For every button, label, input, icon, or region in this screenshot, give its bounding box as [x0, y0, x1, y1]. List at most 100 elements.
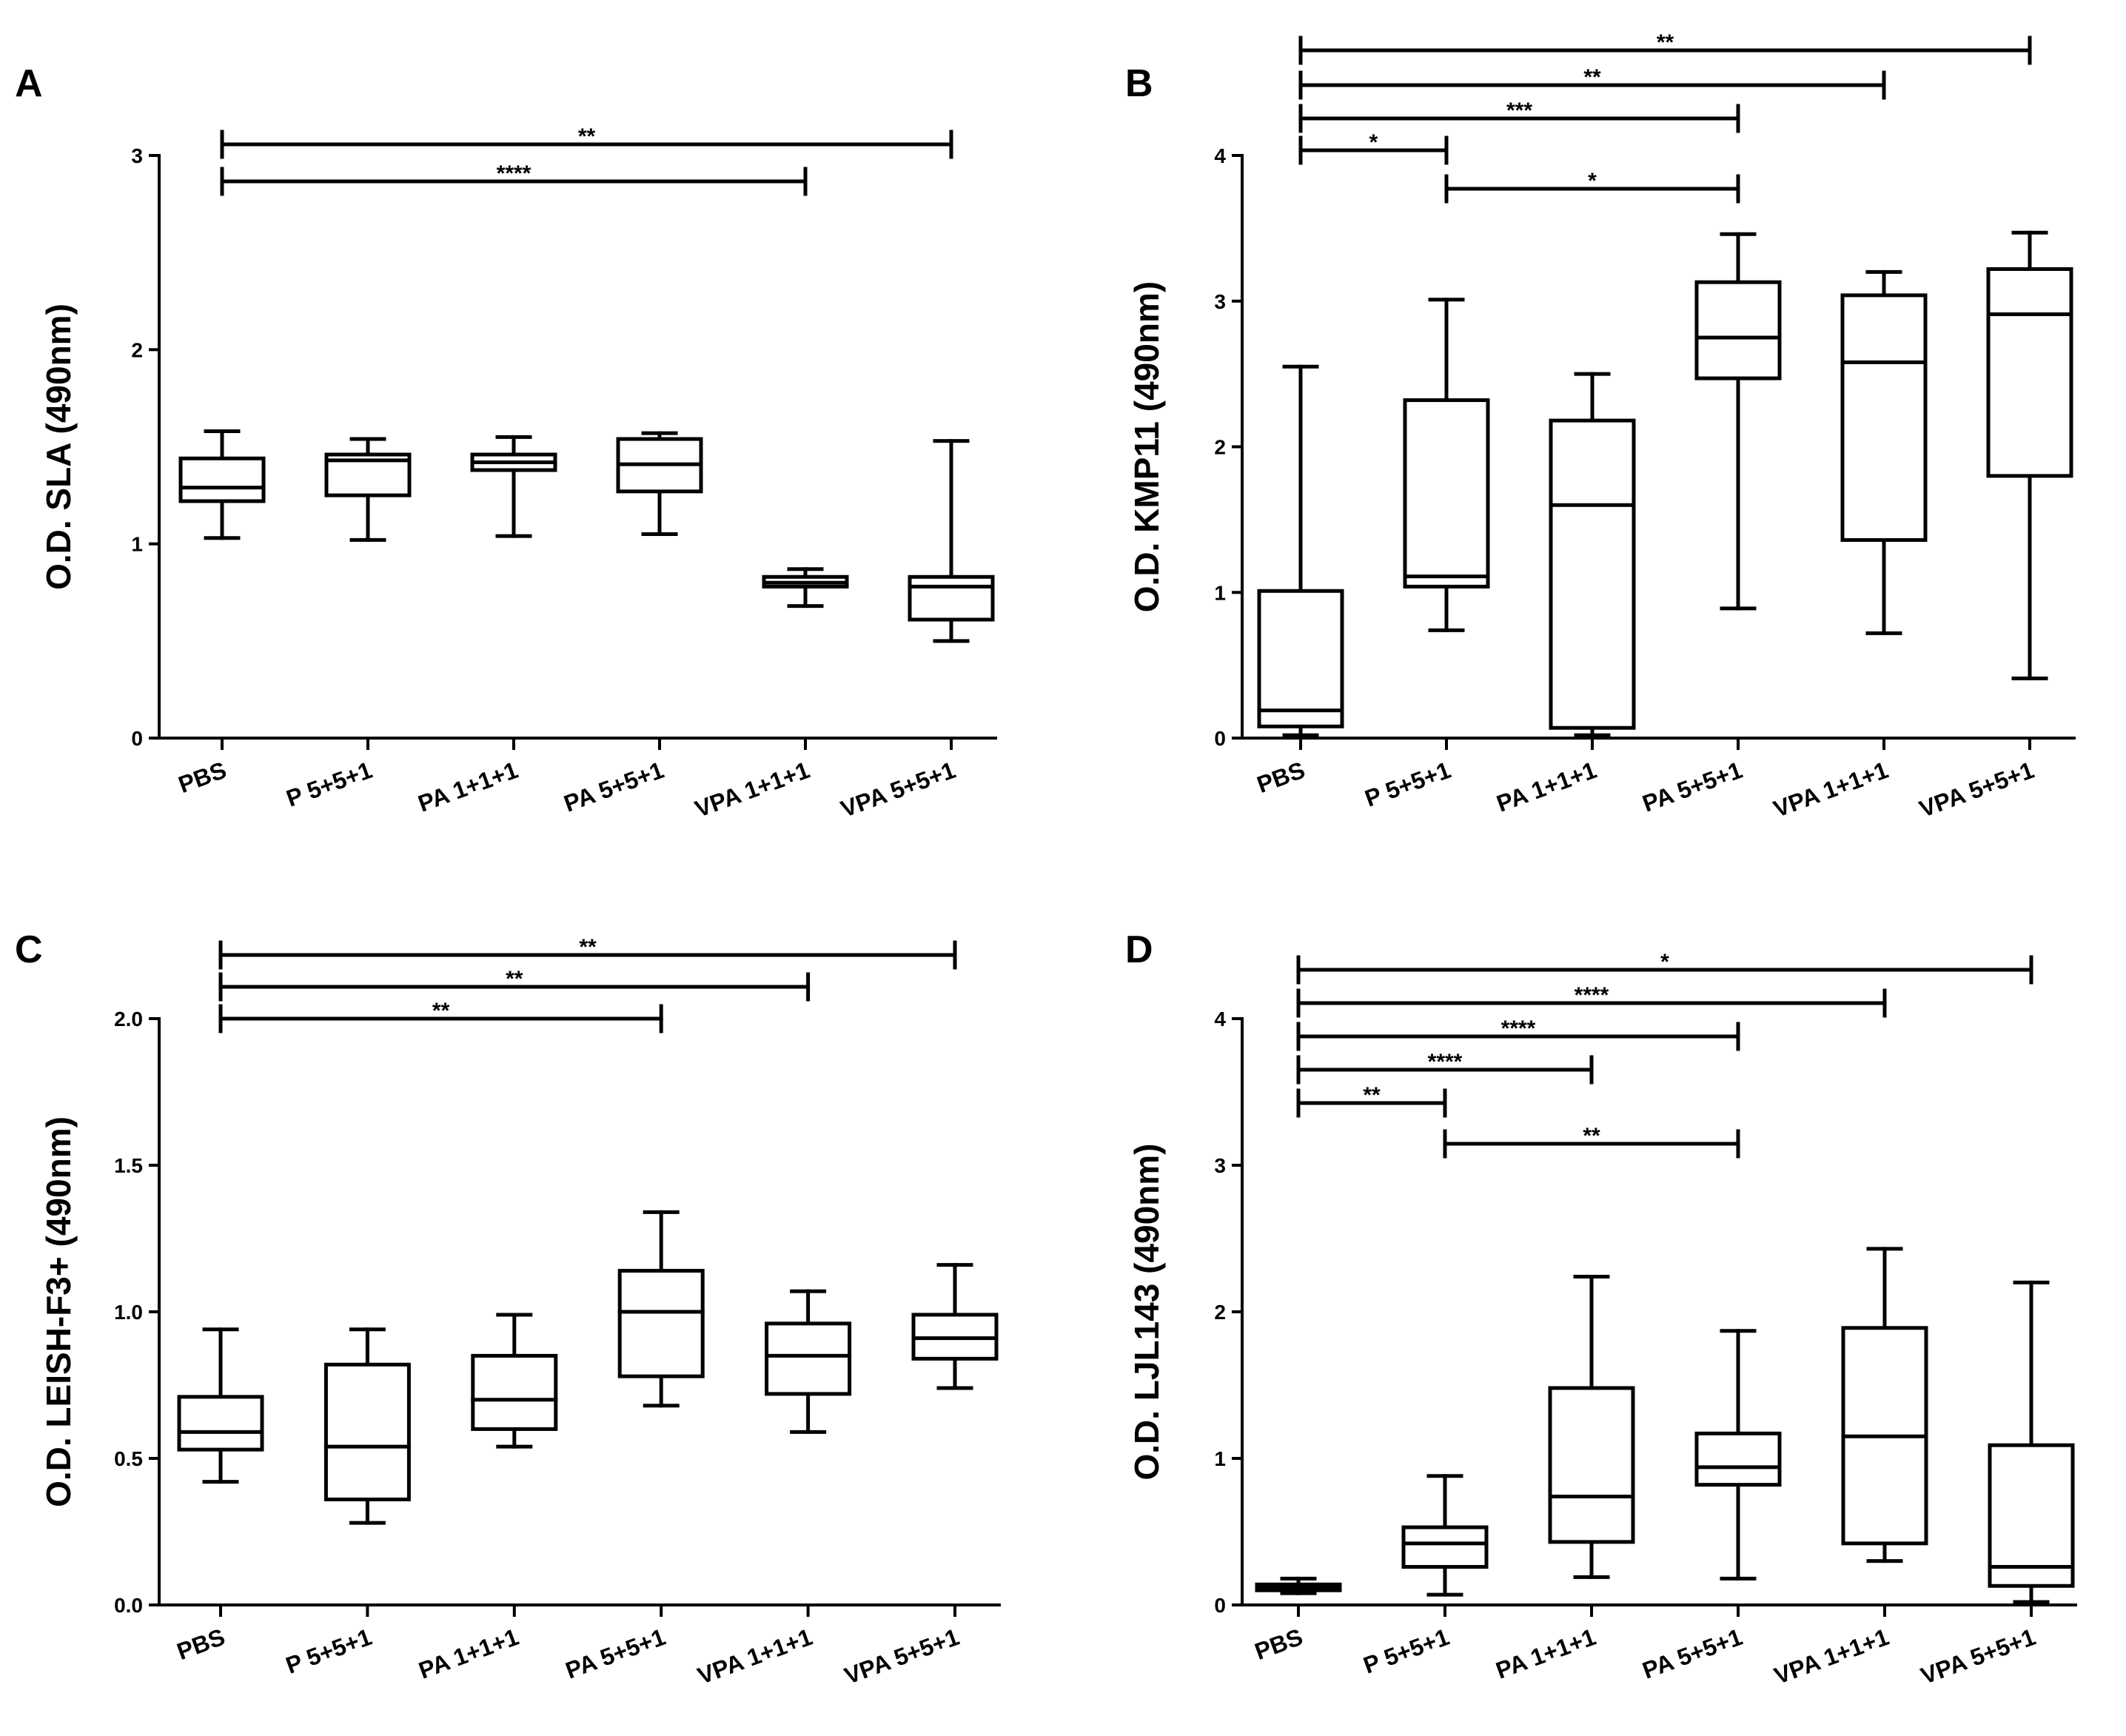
significance-bracket: **: [1296, 1083, 1447, 1118]
iqr-box: [1986, 267, 2073, 478]
x-tick-label: PA 5+5+1: [1639, 1623, 1746, 1684]
x-tick-label: PA 1+1+1: [415, 1623, 522, 1684]
iqr-box: [177, 1395, 264, 1452]
y-tick-label: 3: [1214, 1154, 1226, 1177]
significance-label: ****: [1428, 1050, 1463, 1074]
significance-label: *: [1588, 169, 1597, 193]
significance-label: **: [578, 124, 596, 149]
iqr-box: [765, 1321, 852, 1396]
box-4: [617, 1210, 705, 1408]
box-3: [1548, 1274, 1635, 1579]
y-tick-label: 1: [1214, 581, 1226, 604]
y-tick-label: 1: [131, 533, 143, 556]
significance-bracket: **: [1298, 65, 1886, 100]
iqr-box: [1548, 1386, 1635, 1544]
y-tick-label: 4: [1214, 1008, 1226, 1030]
significance-label: **: [579, 935, 597, 959]
box-2: [1403, 298, 1490, 632]
significance-label: **: [1583, 1124, 1600, 1148]
y-tick-label: 1.0: [114, 1301, 143, 1324]
panel-letter: C: [15, 928, 43, 971]
iqr-box: [1401, 1525, 1489, 1569]
x-tick-label: VPA 5+5+1: [1916, 757, 2037, 822]
y-axis-label: O.D. LEISH-F3+ (490nm): [39, 1116, 78, 1507]
significance-label: ****: [1575, 983, 1609, 1008]
x-tick-label: VPA 1+1+1: [691, 757, 813, 822]
y-tick-label: 0.0: [114, 1594, 143, 1617]
panel-c: C O.D. LEISH-F3+ (490nm) 0.0 0.5 1.0 1.5 2.0 PB…: [15, 928, 1001, 1689]
box-5: [1841, 1247, 1928, 1564]
box-3: [471, 1313, 558, 1449]
panel-b: B O.D. KMP11 (490nm) 0 1 2 3 4 PBS P 5+5+1 PA 1+1…: [1125, 30, 2076, 822]
y-tick-label: 0.5: [114, 1447, 143, 1470]
y-tick-label: 2: [1214, 436, 1226, 459]
significance-label: **: [506, 967, 523, 991]
y-tick-label: 1: [1214, 1447, 1226, 1470]
x-tick-label: PBS: [1251, 1623, 1306, 1665]
significance-bracket: **: [1298, 30, 2032, 65]
x-tick-label: VPA 1+1+1: [1771, 1623, 1892, 1689]
x-tick-label: PA 5+5+1: [562, 1623, 668, 1684]
box-1: [1255, 1576, 1342, 1595]
y-axis-label: O.D. LJL143 (490nm): [1127, 1143, 1166, 1480]
x-tick-label: PBS: [175, 757, 229, 798]
significance-label: *: [1660, 950, 1669, 974]
box-4: [1694, 1329, 1782, 1581]
significance-label: **: [1583, 65, 1601, 90]
x-tick-label: PA 5+5+1: [1639, 757, 1746, 817]
significance-label: ****: [1501, 1016, 1536, 1041]
iqr-box: [178, 456, 266, 503]
box-4: [1694, 232, 1782, 611]
box-3: [470, 435, 557, 538]
x-tick-label: P 5+5+1: [282, 1623, 375, 1679]
significance-bracket: **: [218, 967, 811, 1002]
significance-bracket: ****: [1296, 983, 1887, 1018]
x-tick-label: P 5+5+1: [1360, 1623, 1452, 1679]
iqr-box: [1403, 398, 1490, 589]
y-tick-label: 2: [1214, 1301, 1226, 1324]
y-tick-label: 0: [1214, 1594, 1226, 1617]
x-tick-label: PA 1+1+1: [415, 757, 521, 817]
significance-bracket: **: [218, 999, 663, 1033]
x-tick-label: P 5+5+1: [283, 757, 375, 812]
box-5: [765, 1289, 852, 1434]
panel-letter: B: [1125, 62, 1153, 105]
y-tick-label: 2.0: [114, 1008, 143, 1030]
iqr-box: [1549, 418, 1636, 730]
box-3: [1549, 372, 1636, 737]
y-axis-label: O.D. KMP11 (490nm): [1127, 281, 1166, 612]
significance-bracket: ****: [220, 161, 808, 196]
box-2: [1401, 1474, 1489, 1597]
iqr-box: [908, 574, 995, 622]
significance-bracket: ****: [1296, 1016, 1740, 1051]
significance-label: *: [1369, 130, 1378, 155]
x-tick-label: VPA 1+1+1: [694, 1623, 816, 1689]
significance-bracket: ****: [1296, 1050, 1594, 1085]
y-tick-label: 3: [131, 144, 143, 167]
box-5: [762, 567, 849, 609]
box-6: [1986, 230, 2073, 680]
panel-d: D O.D. LJL143 (490nm) 0 1 2 3 4 PBS P 5+5+1 PA 1+…: [1125, 928, 2077, 1689]
significance-bracket: ***: [1298, 98, 1740, 133]
panel-a: A O.D. SLA (490nm) 0 1 2 3 PBS P 5+5+1 PA 1+1+1 P…: [15, 62, 997, 822]
iqr-box: [617, 1269, 705, 1378]
y-tick-label: 0: [131, 727, 143, 750]
box-6: [911, 1263, 999, 1390]
box-4: [616, 431, 703, 537]
panel-letter: A: [15, 62, 43, 105]
significance-label: ****: [497, 161, 532, 186]
significance-label: **: [1657, 30, 1674, 55]
iqr-box: [323, 1362, 411, 1501]
iqr-box: [1257, 589, 1344, 728]
y-tick-label: 0: [1214, 727, 1226, 750]
x-tick-label: PA 5+5+1: [560, 757, 667, 817]
significance-bracket: *: [1444, 169, 1740, 204]
x-tick-label: VPA 5+5+1: [837, 757, 959, 822]
y-tick-label: 1.5: [114, 1154, 143, 1177]
box-2: [323, 1327, 411, 1525]
significance-label: ***: [1506, 98, 1532, 123]
iqr-box: [1694, 1431, 1782, 1487]
significance-bracket: *: [1298, 130, 1449, 165]
box-1: [177, 1327, 264, 1484]
significance-bracket: **: [220, 124, 953, 159]
